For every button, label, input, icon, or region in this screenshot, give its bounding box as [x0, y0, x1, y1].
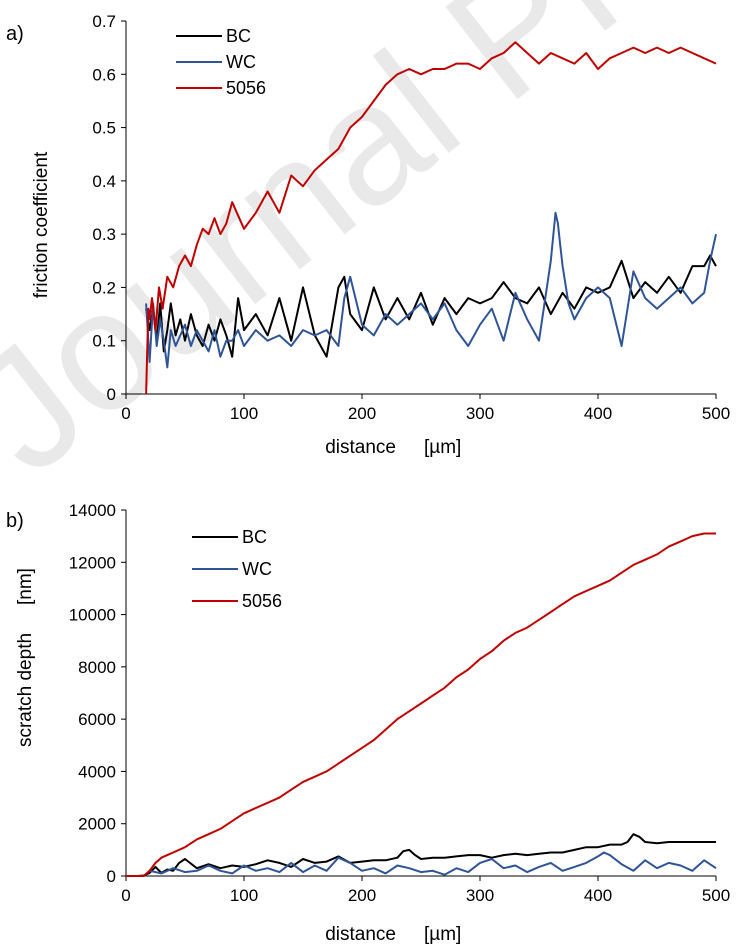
legend-label-5056: 5056	[242, 591, 282, 611]
x-axis-label-a: distance	[325, 437, 396, 458]
y-tick-label: 0.1	[92, 332, 116, 351]
x-axis-unit-b: [µm]	[424, 924, 461, 945]
y-tick-label: 8000	[78, 658, 116, 677]
y-tick-label: 0.7	[92, 12, 116, 31]
series-line-bc	[126, 833, 716, 877]
legend-label-bc: BC	[226, 26, 251, 46]
y-tick-label: 0.4	[92, 172, 116, 191]
x-tick-label: 200	[348, 886, 376, 905]
x-tick-label: 500	[702, 404, 730, 423]
chart-a: a) 0 0.1 0.2 0.3 0.4 0.5 0.6 0.7 0 100 200 300 400 5…	[6, 12, 730, 458]
y-tick-label: 10000	[69, 606, 116, 625]
legend-label-bc: BC	[242, 527, 267, 547]
x-tick-label: 500	[702, 886, 730, 905]
y-tick-labels-a: 0 0.1 0.2 0.3 0.4 0.5 0.6 0.7	[92, 12, 116, 404]
panel-label-a: a)	[6, 23, 24, 45]
series-line-wc	[126, 851, 717, 877]
axes-b	[121, 509, 717, 881]
y-tick-labels-b: 0 2000 4000 6000 8000 10000 12000 14000	[69, 501, 116, 886]
y-tick-label: 0.2	[92, 278, 116, 297]
x-tick-labels-b: 0 100 200 300 400 500	[121, 886, 730, 905]
x-tick-label: 400	[584, 404, 612, 423]
x-tick-label: 400	[584, 886, 612, 905]
series-line-5056	[126, 532, 716, 877]
legend-a: BC WC 5056	[176, 26, 266, 98]
x-tick-label: 100	[230, 886, 258, 905]
y-axis-label-a: friction coefficient	[31, 151, 52, 298]
series-line-5056	[145, 41, 717, 395]
y-tick-label: 12000	[69, 553, 116, 572]
y-tick-label: 14000	[69, 501, 116, 520]
legend-b: BC WC 5056	[192, 527, 282, 611]
y-tick-label: 0.3	[92, 225, 116, 244]
series-lines-a	[145, 41, 717, 395]
panel-label-b: b)	[6, 510, 24, 532]
y-axis-label-b: scratch depth	[15, 633, 36, 747]
y-tick-label: 2000	[78, 815, 116, 834]
x-tick-label: 100	[230, 404, 258, 423]
x-axis-unit-a: [µm]	[424, 437, 461, 458]
y-axis-unit-b: [nm]	[15, 568, 36, 605]
y-tick-label: 0.5	[92, 119, 116, 138]
legend-label-5056: 5056	[226, 78, 266, 98]
chart-b: b) 0 2000 4000 6000 8000 10000 12000 14000 0 100…	[6, 501, 730, 945]
x-tick-label: 300	[466, 404, 494, 423]
y-tick-label: 0.6	[92, 65, 116, 84]
x-tick-labels-a: 0 100 200 300 400 500	[121, 404, 730, 423]
x-tick-label: 0	[121, 886, 130, 905]
x-tick-label: 300	[466, 886, 494, 905]
axes-a	[121, 20, 717, 399]
x-axis-label-b: distance	[325, 924, 396, 945]
series-lines-b	[126, 532, 717, 877]
series-line-wc	[145, 211, 717, 369]
y-tick-label: 0	[107, 385, 116, 404]
x-tick-label: 0	[121, 404, 130, 423]
y-tick-label: 4000	[78, 762, 116, 781]
legend-label-wc: WC	[226, 52, 256, 72]
x-tick-label: 200	[348, 404, 376, 423]
y-tick-label: 0	[107, 867, 116, 886]
y-tick-label: 6000	[78, 710, 116, 729]
legend-label-wc: WC	[242, 559, 272, 579]
